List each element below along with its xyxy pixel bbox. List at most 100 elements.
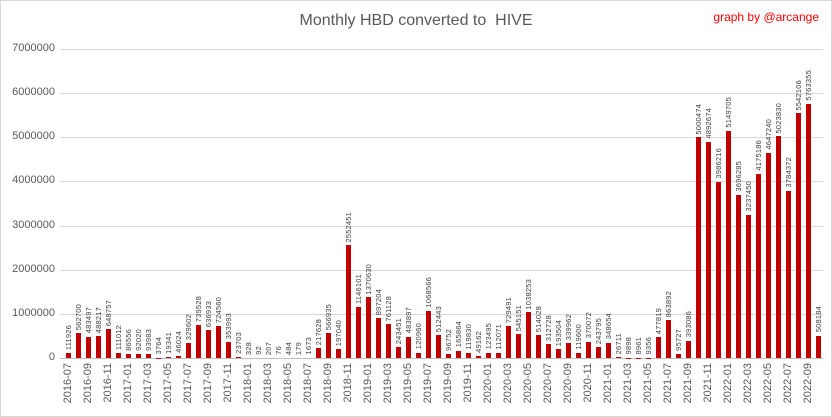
bar-value-label: 514028	[533, 306, 543, 333]
bar-value-label: 648757	[104, 300, 114, 327]
gridline	[60, 93, 823, 95]
bar-value-label: 119830	[463, 324, 473, 350]
bar	[366, 297, 372, 358]
bar-value-label: 484	[284, 341, 294, 355]
x-tick-label: 2022-09	[801, 363, 814, 404]
bar-value-label: 5763355	[803, 69, 813, 101]
x-tick-label: 2020-05	[521, 363, 534, 404]
x-tick-label: 2019-11	[461, 363, 474, 403]
bar-value-label: 5000474	[693, 103, 703, 135]
bar	[595, 347, 601, 358]
bar	[376, 318, 382, 358]
bar	[196, 325, 202, 358]
bar	[66, 353, 72, 358]
bar-value-label: 897204	[374, 289, 384, 316]
bar	[86, 336, 92, 358]
x-tick-label: 2022-01	[721, 363, 734, 404]
x-tick-label: 2020-11	[581, 363, 594, 403]
bar	[186, 343, 192, 358]
bar	[216, 326, 222, 358]
bar	[475, 355, 481, 358]
bar	[655, 336, 661, 358]
gridline	[60, 49, 823, 50]
bar-value-label: 339962	[563, 313, 573, 340]
bar-value-label: 3784372	[783, 157, 793, 188]
bar-value-label: 26711	[613, 332, 623, 354]
bar-value-label: 112071	[493, 324, 503, 351]
bar	[436, 335, 441, 358]
bar	[705, 142, 711, 358]
x-tick-label: 2017-09	[202, 363, 215, 404]
bar	[745, 215, 751, 358]
bar	[565, 342, 571, 358]
bar	[386, 324, 392, 358]
bar-value-label: 95727	[673, 328, 683, 351]
bar	[735, 194, 741, 358]
bar-value-label: 1673	[304, 337, 314, 355]
bar	[356, 307, 362, 358]
bar-value-label: 545151	[513, 304, 523, 331]
bar-value-label: 165864	[453, 321, 463, 348]
bar-value-label: 483897	[404, 307, 414, 334]
bar-value-label: 8961	[633, 337, 643, 355]
bar	[605, 342, 611, 358]
bar-value-label: 1370630	[364, 263, 374, 295]
bar	[815, 335, 821, 358]
bar	[765, 152, 771, 358]
x-tick-label: 2017-01	[122, 363, 135, 404]
bar-value-label: 3696285	[733, 161, 743, 192]
bar	[585, 341, 591, 358]
bar	[715, 182, 721, 358]
bar-value-label: 729491	[503, 296, 513, 323]
bar-value-label: 120960	[414, 323, 424, 350]
x-tick-label: 2019-09	[441, 363, 454, 404]
x-tick-label: 2022-07	[781, 363, 794, 404]
bar-value-label: 4892674	[703, 108, 713, 140]
bar-value-label: 49162	[473, 330, 483, 353]
bar	[725, 130, 731, 358]
y-tick-label: 0	[48, 351, 55, 363]
bar-value-label: 5023830	[773, 102, 783, 134]
bar-value-label: 739528	[194, 296, 204, 323]
bar-value-label: 179	[294, 341, 304, 355]
x-tick-label: 2021-07	[661, 363, 674, 404]
x-tick-label: 2022-05	[761, 363, 774, 404]
bar-value-label: 3764	[154, 337, 164, 355]
bar-value-label: 92	[254, 346, 264, 355]
x-tick-label: 2019-03	[382, 363, 395, 404]
bar-value-label: 243451	[394, 318, 404, 345]
bar	[96, 336, 102, 358]
bar-value-label: 96752	[443, 328, 453, 351]
x-tick-label: 2020-07	[541, 363, 554, 404]
bar	[445, 353, 451, 358]
x-tick-label: 2021-05	[641, 363, 654, 404]
bar-value-label: 636933	[204, 300, 214, 327]
bar-value-label: 483497	[84, 307, 94, 334]
y-tick-label: 4000000	[12, 174, 55, 187]
bar	[166, 357, 172, 358]
bar-value-label: 353993	[224, 313, 234, 340]
bar	[685, 340, 691, 358]
bar	[226, 342, 232, 358]
bar-value-label: 370072	[583, 312, 593, 339]
y-tick-label: 1000000	[12, 306, 55, 319]
bar-value-label: 348654	[603, 313, 613, 340]
bar-value-label: 724560	[214, 296, 224, 324]
bar	[665, 319, 671, 358]
bar	[805, 103, 811, 358]
gridline	[60, 181, 823, 183]
x-tick-label: 2017-11	[222, 363, 235, 403]
gridline	[60, 137, 823, 139]
bar-value-label: 4647240	[763, 119, 773, 150]
bar-value-label: 2552451	[344, 211, 354, 243]
bar-value-label: 761128	[384, 295, 394, 322]
x-tick-label: 2016-11	[102, 363, 115, 403]
bar-value-label: 207	[264, 341, 274, 355]
bar	[555, 349, 561, 358]
bar-value-label: 5542106	[793, 79, 803, 111]
bar	[106, 329, 112, 358]
x-tick-label: 2020-09	[561, 363, 574, 404]
bar-value-label: 19341	[164, 332, 174, 355]
bar	[795, 113, 801, 358]
